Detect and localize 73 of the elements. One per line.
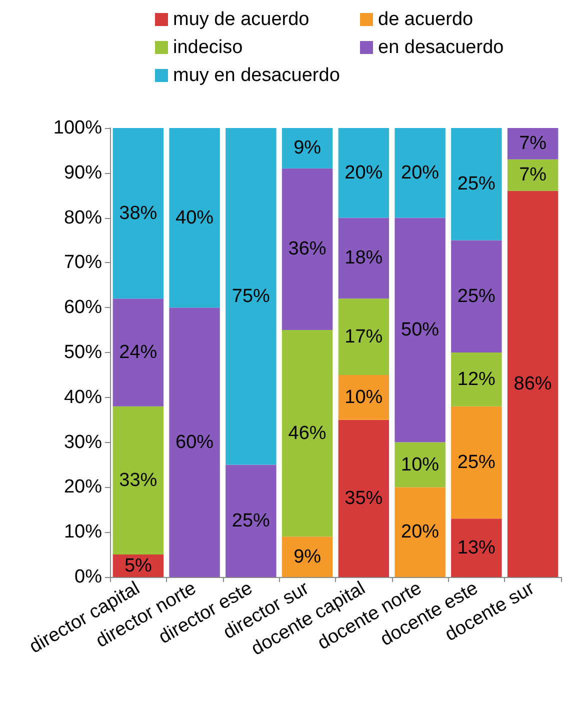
y-tick-label: 40% (64, 386, 102, 408)
y-tick-label: 100% (53, 118, 102, 138)
y-tick-label: 10% (64, 522, 102, 543)
data-label: 12% (457, 368, 496, 390)
bar (282, 168, 333, 330)
y-tick-label: 20% (64, 476, 102, 498)
data-label: 36% (288, 238, 326, 260)
data-label: 7% (519, 133, 547, 154)
bar (451, 128, 502, 240)
y-tick-label: 90% (64, 162, 102, 184)
bar (169, 128, 220, 308)
bar (338, 298, 390, 375)
data-label: 10% (401, 454, 440, 476)
data-label: 50% (401, 320, 440, 341)
data-label: 13% (457, 537, 496, 558)
data-label: 24% (119, 342, 158, 363)
data-label: 33% (119, 470, 158, 491)
y-tick-label: 80% (64, 207, 102, 228)
data-label: 17% (344, 326, 383, 348)
bar (507, 128, 558, 160)
bar (451, 406, 502, 519)
y-tick-label: 0% (74, 566, 102, 588)
bar (451, 240, 502, 352)
bar (394, 218, 446, 442)
bar (394, 487, 446, 577)
data-label: 86% (514, 373, 552, 394)
bar (112, 128, 164, 299)
bar (507, 190, 558, 577)
data-label: 9% (294, 138, 322, 159)
bar (338, 374, 390, 420)
bar (226, 128, 276, 465)
data-label: 75% (232, 286, 270, 307)
legend-label: de acuerdo (378, 9, 474, 30)
bar (282, 330, 333, 537)
bar (226, 464, 276, 577)
data-label: 5% (124, 555, 152, 576)
bar (282, 536, 333, 577)
bar (338, 218, 390, 299)
data-label: 10% (344, 386, 383, 408)
legend-label: indeciso (173, 37, 243, 58)
data-label: 20% (401, 162, 440, 184)
bar (112, 298, 164, 406)
bar (451, 352, 502, 406)
bar (282, 128, 333, 168)
y-tick-label: 50% (64, 342, 102, 363)
bar (507, 159, 558, 191)
legend-label: muy en desacuerdo (173, 65, 340, 86)
bar (169, 308, 220, 577)
data-label: 20% (401, 522, 440, 543)
data-label: 46% (288, 422, 326, 444)
bar (451, 518, 502, 577)
data-label: 60% (176, 432, 214, 453)
data-label: 38% (119, 202, 158, 224)
data-label: 7% (519, 164, 547, 186)
y-tick-label: 30% (64, 432, 102, 453)
data-label: 9% (294, 546, 322, 568)
bar (338, 128, 390, 218)
bar (338, 420, 390, 577)
data-label: 25% (457, 286, 496, 307)
y-tick-label: 60% (64, 297, 102, 318)
legend-label: muy de acuerdo (173, 9, 310, 30)
bar (112, 406, 164, 555)
bar (394, 442, 446, 488)
data-label: 25% (457, 174, 496, 195)
data-label: 18% (344, 248, 383, 269)
data-label: 25% (457, 452, 496, 474)
data-label: 35% (344, 488, 383, 509)
data-label: 20% (344, 162, 383, 184)
legend-label: en desacuerdo (378, 37, 504, 58)
bar (394, 128, 446, 218)
data-label: 40% (176, 207, 214, 228)
y-tick-label: 70% (64, 252, 102, 274)
data-label: 25% (232, 510, 270, 532)
